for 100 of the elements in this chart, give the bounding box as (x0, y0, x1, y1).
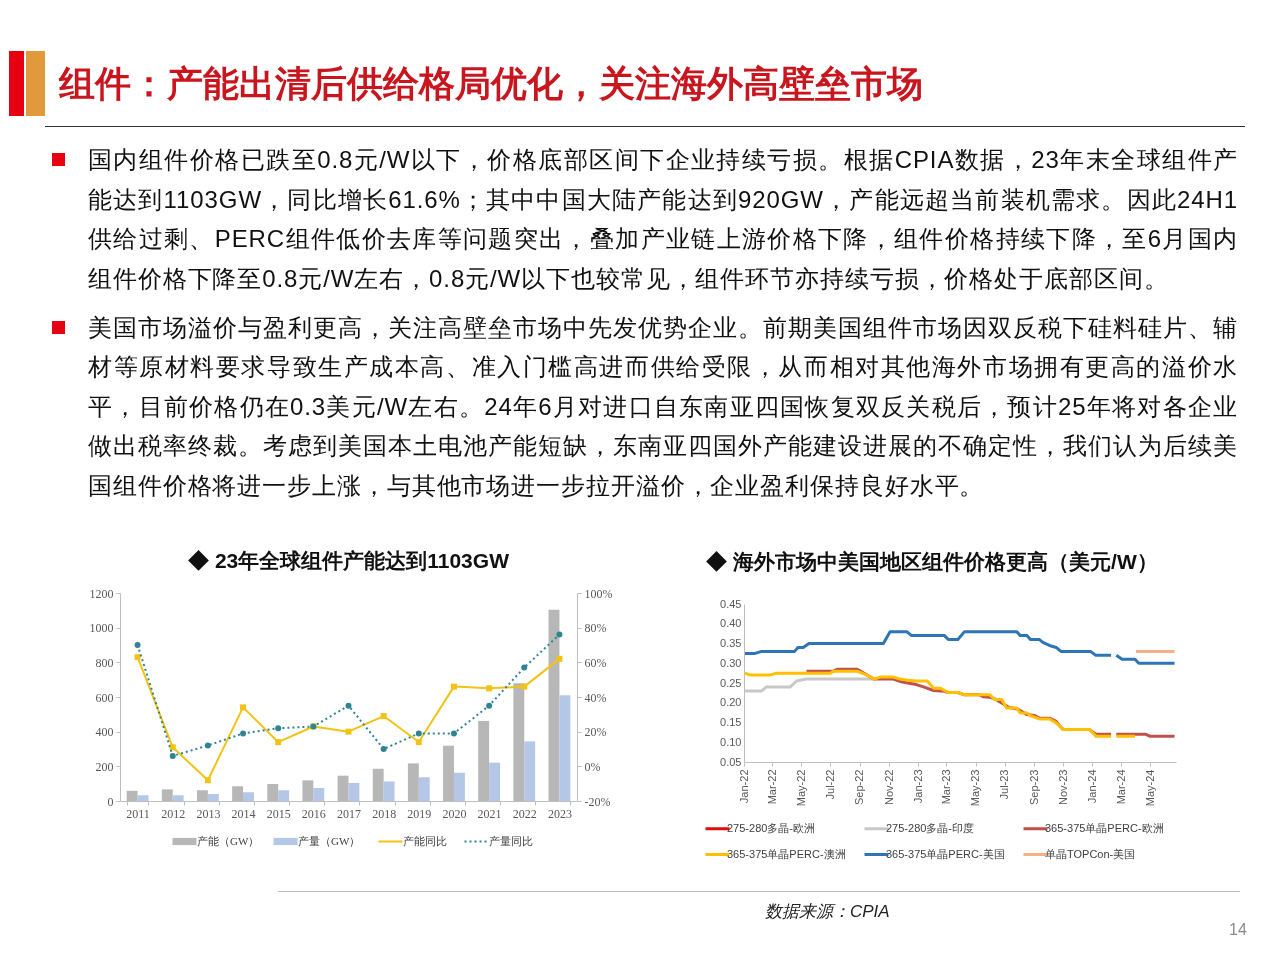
point (380, 746, 387, 752)
chart-title: ◆ 海外市场中美国地区组件价格更高（美元/W） (706, 550, 1158, 573)
legend-label: 365-375单晶PERC-美国 (886, 847, 1005, 860)
legend-label: 产量（GW） (298, 834, 361, 847)
point (204, 742, 211, 749)
x-tick-label: May-24 (1143, 769, 1156, 807)
y2-tick-label: 100% (584, 586, 613, 601)
y-tick-label: 0 (107, 794, 114, 809)
bar (559, 695, 571, 801)
point (345, 702, 352, 709)
point (415, 739, 422, 746)
x-tick-label: Mar-24 (1114, 769, 1127, 805)
y2-tick-label: 60% (584, 655, 607, 670)
legend-label: 275-280多晶-印度 (886, 821, 975, 834)
legend-label: 单晶TOPCon-美国 (1045, 847, 1136, 860)
y-tick-label: 0.20 (720, 696, 742, 709)
point (240, 730, 247, 737)
legend-label: 产量同比 (489, 834, 533, 847)
y-tick-label: 600 (95, 690, 114, 705)
x-tick-label: 2022 (512, 806, 537, 821)
text: 国内组件价格已跌至0.8元/W以下，价格底部区间下企业持续亏损。根据CPIA数据，23年末全球组件产能达到1103GW，同比增长61.6%；其中中国大陆产能达到920GW，产能远超当前装机需求。因此24H1供给过剩、PERC组件低价去库等问题突出，叠加产业链上游价格下降，组件价格持续下降，至6月国内组件价格下降至0.8元/W左右，0.8元/W以下也较常见，组件环节亦持续亏损，价格处于底部区间。 (88, 145, 1238, 294)
bar (172, 795, 184, 801)
y-tick-label: 0.25 (720, 676, 742, 689)
x-tick-label: Jan-23 (911, 769, 924, 804)
x-tick-label: 2012 (161, 806, 186, 821)
text: 组件：产能出清后供给格局优化，关注海外高壁垒市场 (59, 63, 923, 106)
point (415, 730, 422, 737)
y-tick-label: 0.10 (720, 735, 742, 748)
y-tick-label: 1200 (89, 586, 114, 601)
x-tick-label: Nov-23 (1056, 769, 1069, 805)
point (486, 685, 493, 692)
legend-label: 365-375单晶PERC-欧洲 (1045, 821, 1164, 834)
bar (383, 781, 395, 801)
source-note: 数据来源：CPIA (765, 901, 890, 923)
x-tick-label: 2015 (266, 806, 291, 821)
x-tick-label: 2021 (477, 806, 502, 821)
y-tick-label: 800 (95, 655, 114, 670)
point (345, 728, 352, 735)
x-tick-label: 2019 (407, 806, 432, 821)
legend-label: 产能（GW） (197, 834, 260, 847)
point (521, 664, 528, 671)
y-tick-label: 0.35 (720, 637, 742, 649)
x-tick-label: Jan-22 (737, 769, 750, 804)
x-tick-label: Jan-24 (1085, 769, 1098, 804)
x-tick-label: Jul-23 (998, 769, 1011, 800)
y-tick-label: 0.15 (720, 716, 742, 728)
bar (137, 795, 149, 801)
point (169, 744, 176, 751)
point (556, 655, 563, 662)
x-tick-label: 2016 (301, 806, 326, 821)
bar (418, 777, 430, 801)
y2-tick-label: 40% (584, 690, 607, 705)
y-tick-label: 1000 (89, 621, 114, 636)
point (450, 683, 457, 690)
point (450, 730, 457, 737)
text: 美国市场溢价与盈利更高，关注高壁垒市场中先发优势企业。前期美国组件市场因双反税下硅料硅片、辅材等原材料要求导致生产成本高、准入门槛高进而供给受限，从而相对其他海外市场拥有更高的溢价水平，目前价格仍在0.3美元/W左右。24年6月对进口自东南亚四国恢复双反关税后，预计25年将对各企业做出税率终裁。考虑到美国本土电池产能短缺，东南亚四国外产能建设进展的不确定性，我们认为后续美国组件价格将进一步上涨，与其他市场进一步拉开溢价，企业盈利保持良好水平。 (88, 312, 1238, 501)
y2-tick-label: 80% (584, 621, 607, 636)
y-tick-label: 0.30 (720, 656, 742, 669)
x-tick-label: Nov-22 (882, 769, 895, 805)
x-tick-label: May-22 (794, 769, 807, 807)
legend-label: 产能同比 (403, 834, 447, 847)
bar (278, 790, 290, 801)
x-tick-label: 2011 (126, 806, 150, 821)
y-tick-label: 0.05 (720, 755, 742, 768)
y-tick-label: 0.45 (720, 597, 742, 610)
y2-tick-label: 0% (584, 759, 601, 774)
x-tick-label: 2013 (196, 806, 221, 821)
bar (524, 741, 536, 801)
y-tick-label: 200 (95, 759, 114, 774)
point (380, 713, 387, 720)
bar (243, 792, 254, 801)
point (240, 704, 247, 711)
point (275, 739, 282, 746)
y-tick-label: 400 (95, 725, 114, 740)
bar (489, 762, 501, 801)
x-tick-label: 2020 (442, 806, 467, 821)
point (486, 702, 493, 709)
x-tick-label: Sep-22 (853, 769, 866, 805)
x-tick-label: Sep-23 (1027, 769, 1040, 805)
point (521, 683, 528, 690)
point (275, 725, 282, 732)
x-tick-label: 2017 (337, 806, 361, 821)
x-tick-label: Mar-22 (765, 769, 778, 805)
bar (453, 772, 465, 801)
y2-tick-label: 20% (584, 725, 607, 740)
legend-label: 365-375单晶PERC-澳洲 (727, 847, 846, 860)
bar (313, 788, 325, 801)
text: 14 (1229, 921, 1247, 939)
y2-tick-label: -20% (584, 794, 611, 809)
point (556, 631, 563, 638)
x-tick-label: 2018 (372, 806, 397, 821)
x-tick-label: May-23 (969, 769, 982, 807)
chart-title: ◆ 23年全球组件产能达到1103GW (188, 549, 510, 572)
x-tick-label: 2014 (231, 806, 256, 821)
point (169, 752, 176, 759)
point (134, 642, 141, 648)
bar (348, 782, 360, 801)
legend-label: 275-280多晶-欧洲 (727, 821, 816, 834)
bar (207, 794, 219, 801)
x-tick-label: Mar-23 (939, 769, 952, 805)
